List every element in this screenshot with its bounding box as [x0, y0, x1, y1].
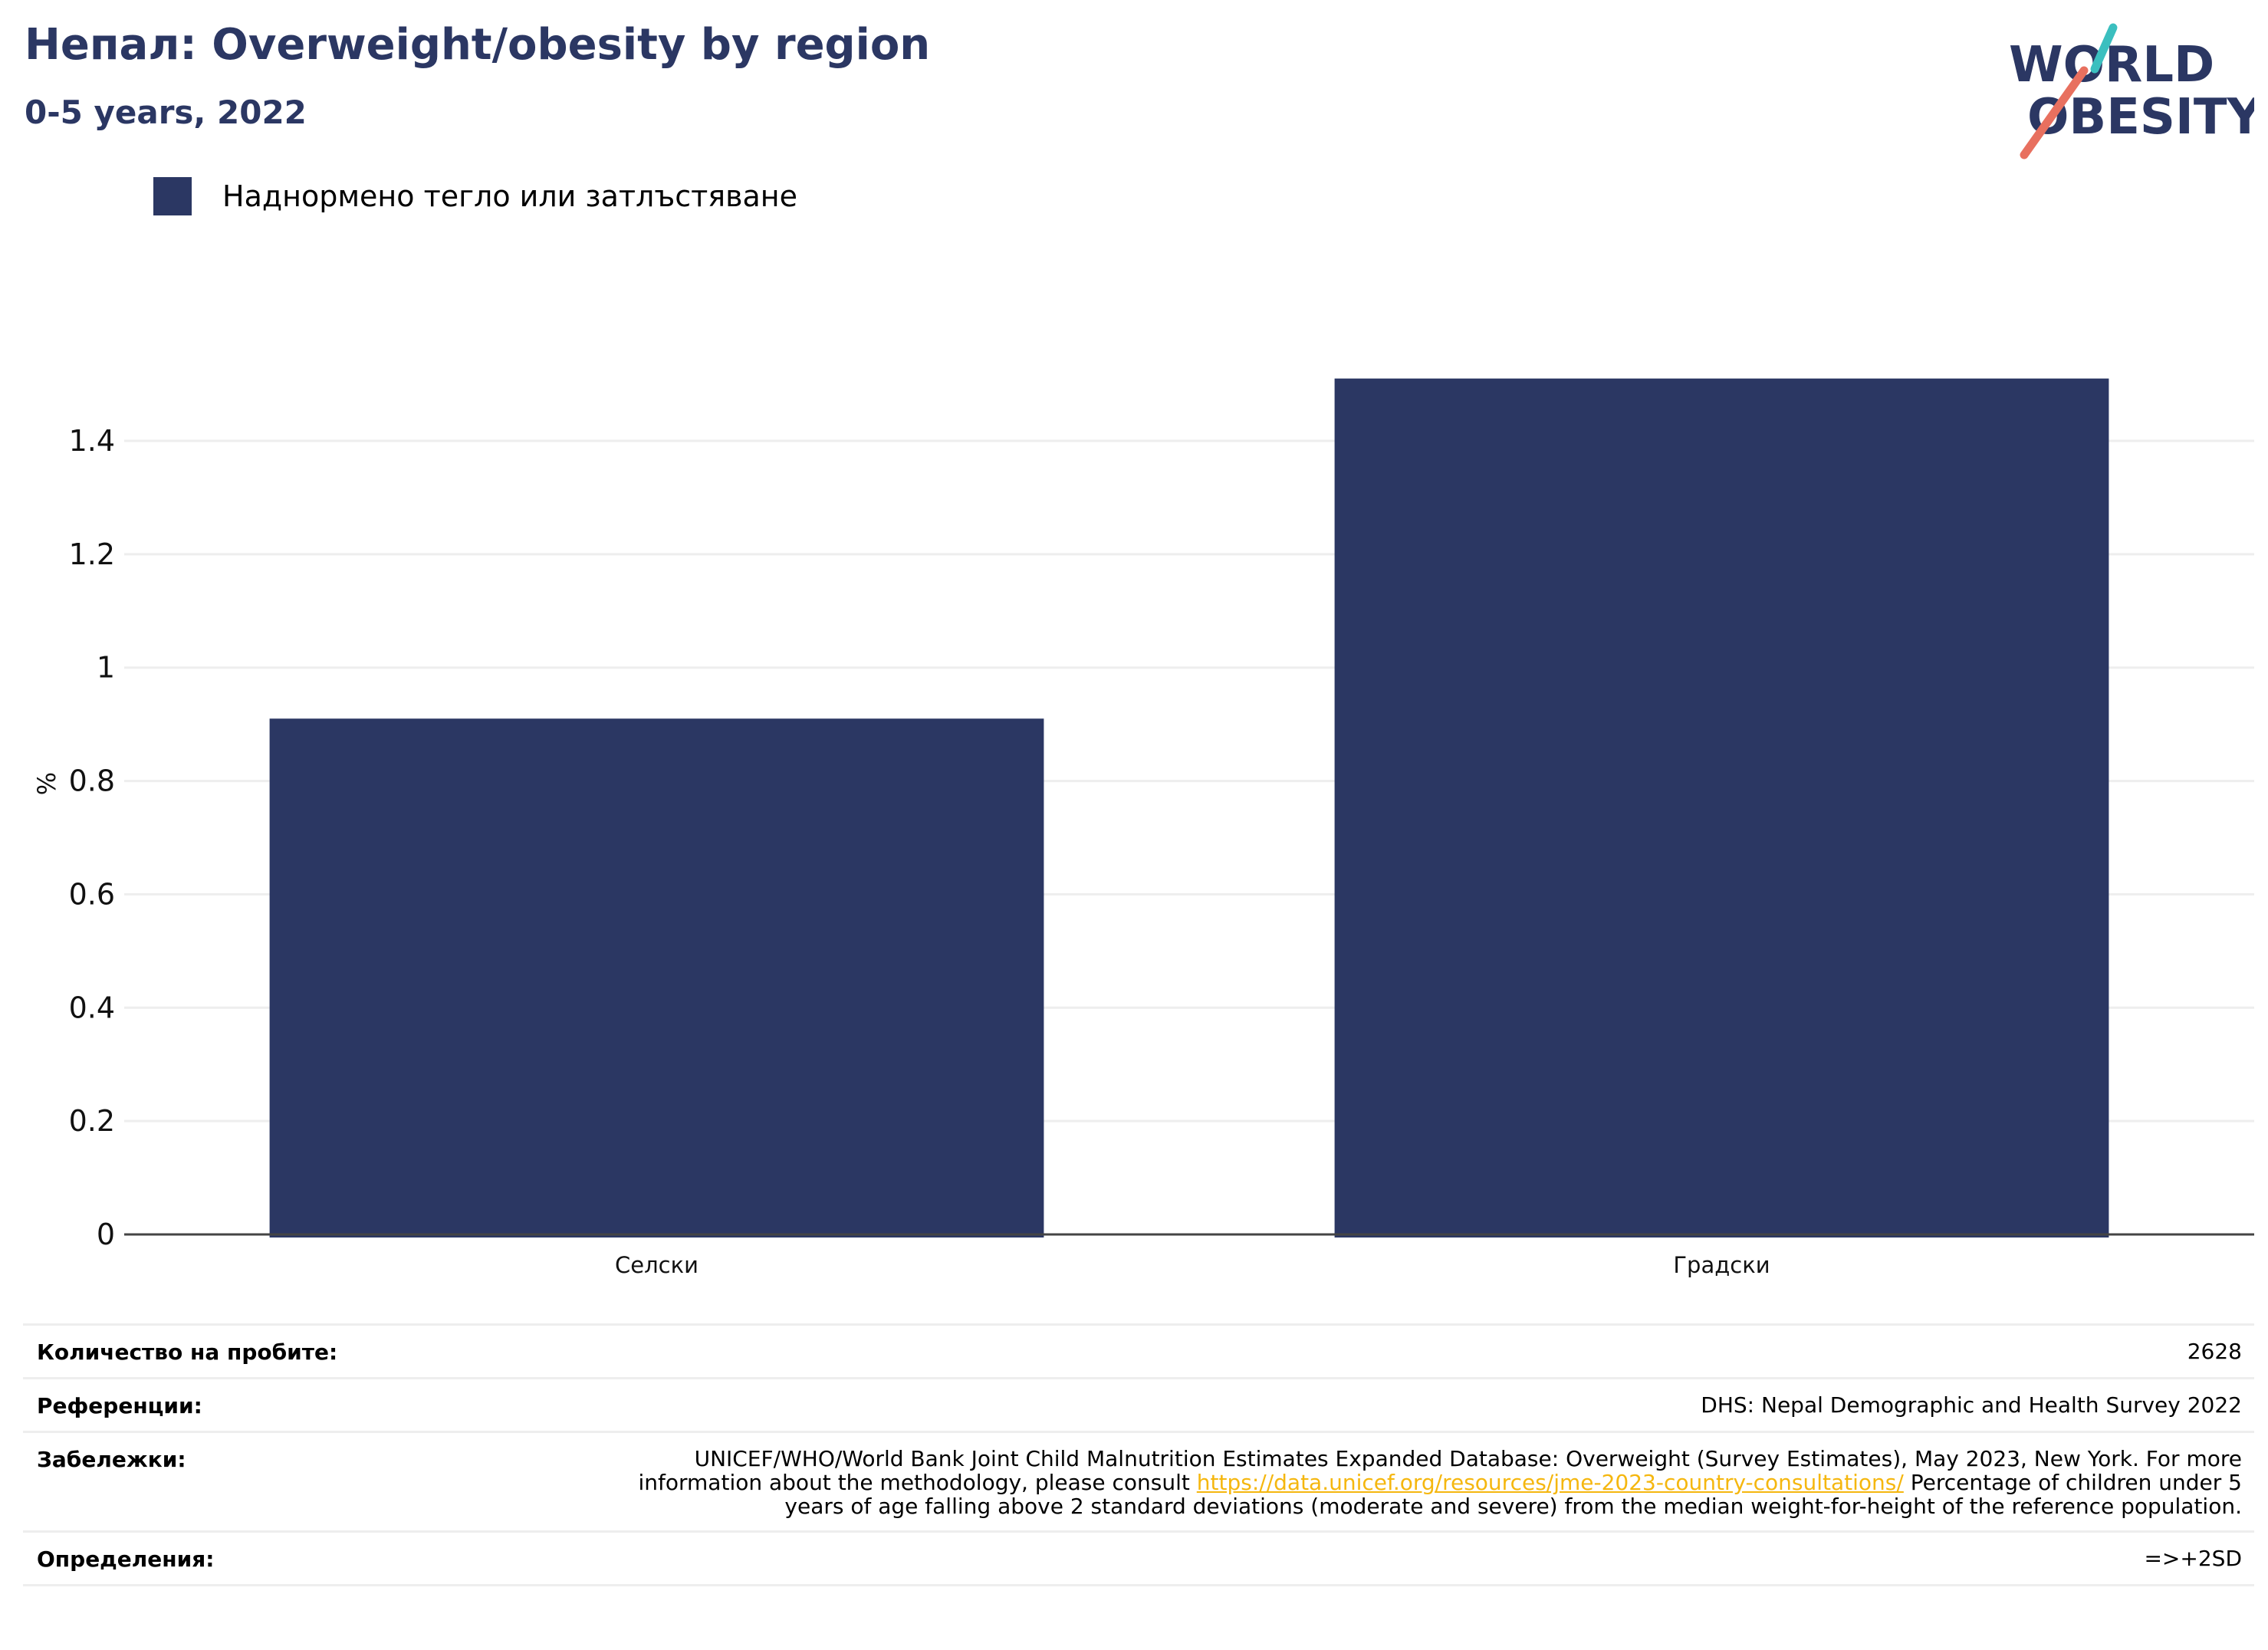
- info-row-references: Референции: DHS: Nepal Demographic and H…: [23, 1379, 2254, 1433]
- chart-subtitle: 0-5 years, 2022: [25, 94, 307, 131]
- y-tick-label: 1: [97, 651, 115, 685]
- info-row-sample-size: Количество на пробите: 2628: [23, 1326, 2254, 1379]
- world-obesity-logo: WORLD OBESITY: [2009, 23, 2254, 159]
- y-tick-label: 1.4: [69, 424, 115, 458]
- notes-label: Забележки:: [37, 1447, 186, 1472]
- y-tick-label: 0.4: [69, 991, 115, 1024]
- notes-text-1: UNICEF/WHO/World Bank Joint Child Malnut…: [638, 1446, 2243, 1495]
- legend: Наднормено тегло или затлъстяване: [153, 176, 797, 216]
- legend-label: Наднормено тегло или затлъстяване: [222, 179, 797, 213]
- x-category-label: Градски: [1673, 1252, 1770, 1278]
- references-label: Референции:: [37, 1393, 202, 1418]
- sample-size-value: 2628: [2187, 1339, 2242, 1364]
- bar: [1334, 378, 2109, 1238]
- definitions-label: Определения:: [37, 1546, 215, 1572]
- x-category-label: Селски: [615, 1252, 698, 1278]
- y-tick-label: 0.2: [69, 1104, 115, 1138]
- bar: [269, 718, 1044, 1238]
- logo-slash-coral: [2020, 66, 2089, 159]
- bar-chart: 0 0.2 0.4 0.6 0.8 1 1.2 1.4% Селски Градски: [32, 378, 2254, 1278]
- info-table: Количество на пробите: 2628 Референции: …: [23, 1323, 2254, 1586]
- y-tick-label: 0.6: [69, 877, 115, 911]
- info-row-definitions: Определения: =>+2SD: [23, 1533, 2254, 1586]
- chart-title: Непал: Overweight/obesity by region: [25, 20, 931, 70]
- notes-text-2: Percentage of children under 5 years of …: [784, 1470, 2242, 1519]
- y-tick-label: 0: [97, 1218, 115, 1251]
- notes-value: UNICEF/WHO/World Bank Joint Child Malnut…: [632, 1446, 2243, 1519]
- y-axis-label: %: [32, 772, 61, 795]
- info-row-notes: Забележки: UNICEF/WHO/World Bank Joint C…: [23, 1433, 2254, 1533]
- definitions-value: =>+2SD: [2144, 1546, 2242, 1571]
- sample-size-label: Количество на пробите:: [37, 1339, 338, 1365]
- logo-text-world: WORLD: [2009, 37, 2214, 94]
- y-tick-label: 0.8: [69, 764, 115, 798]
- methodology-link[interactable]: https://data.unicef.org/resources/jme-20…: [1196, 1470, 1904, 1495]
- y-tick-label: 1.2: [69, 537, 115, 571]
- logo-slash-teal: [2090, 23, 2118, 74]
- references-value: DHS: Nepal Demographic and Health Survey…: [1701, 1392, 2242, 1418]
- legend-swatch: [153, 177, 192, 215]
